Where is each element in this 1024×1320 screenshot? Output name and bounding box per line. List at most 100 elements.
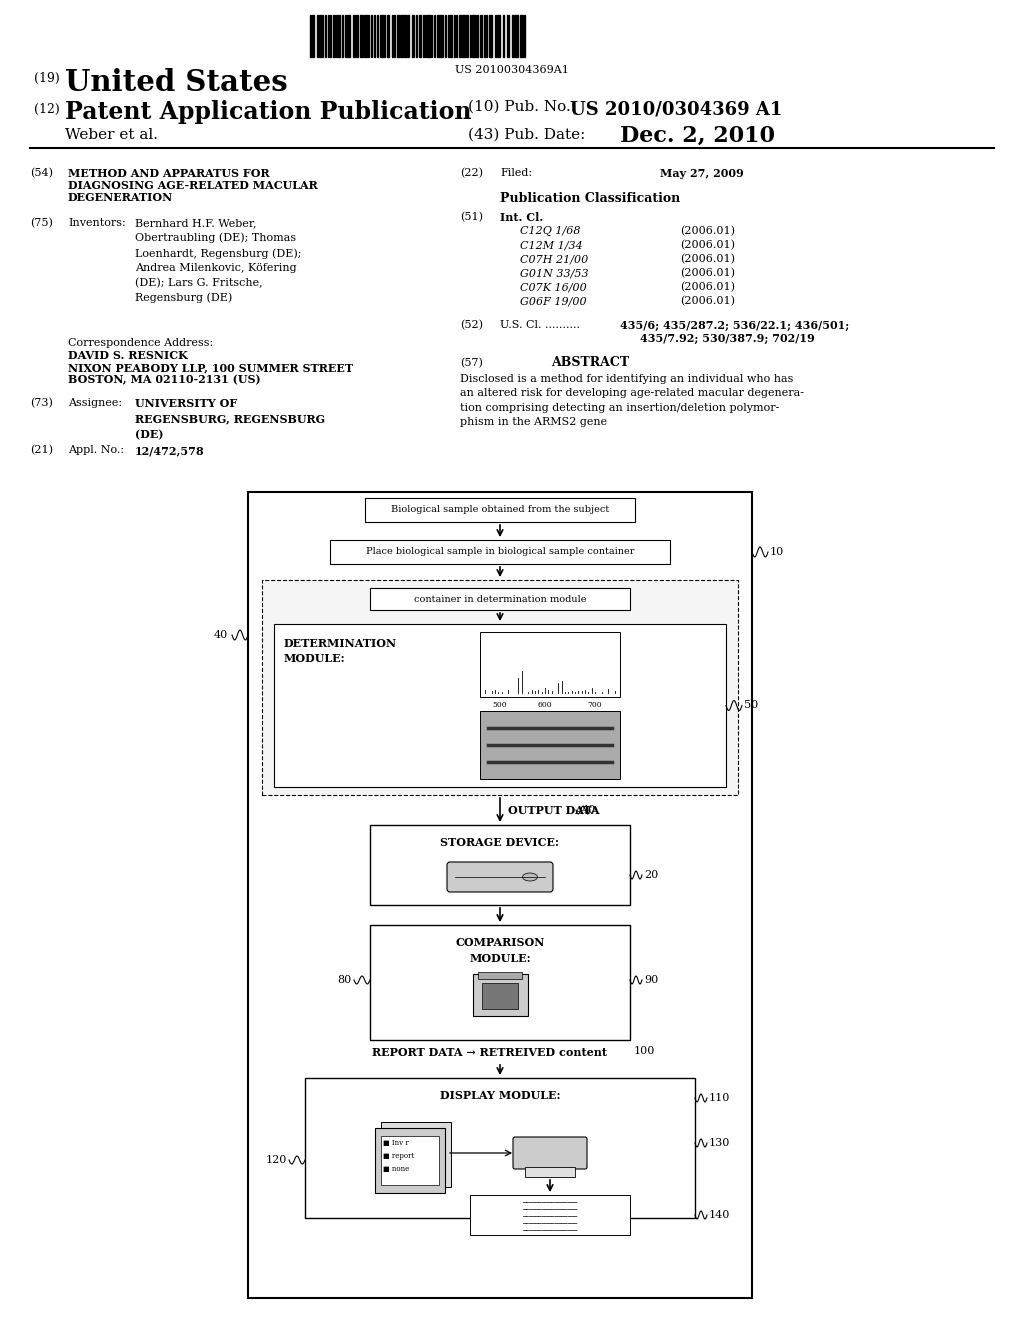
Bar <box>353 15 355 57</box>
Text: ─────────────────: ───────────────── <box>522 1229 578 1234</box>
Text: Weber et al.: Weber et al. <box>65 128 158 143</box>
Text: 130: 130 <box>709 1138 730 1148</box>
Bar <box>387 15 389 57</box>
Text: (12): (12) <box>34 103 59 116</box>
Text: Appl. No.:: Appl. No.: <box>68 445 124 455</box>
Text: (2006.01): (2006.01) <box>680 253 735 264</box>
Text: (2006.01): (2006.01) <box>680 282 735 292</box>
Text: NIXON PEABODY LLP, 100 SUMMER STREET: NIXON PEABODY LLP, 100 SUMMER STREET <box>68 362 353 374</box>
FancyBboxPatch shape <box>482 983 518 1008</box>
Bar <box>412 15 414 57</box>
Text: (21): (21) <box>30 445 53 455</box>
Text: 120: 120 <box>265 1155 287 1166</box>
Bar <box>330 540 670 564</box>
Text: (2006.01): (2006.01) <box>680 240 735 251</box>
Bar <box>459 15 461 57</box>
Bar <box>476 15 478 57</box>
Text: (43) Pub. Date:: (43) Pub. Date: <box>468 128 586 143</box>
Text: Inventors:: Inventors: <box>68 218 126 228</box>
Text: Correspondence Address:: Correspondence Address: <box>68 338 213 348</box>
Bar <box>380 15 383 57</box>
Bar <box>370 825 630 906</box>
Text: US 2010/0304369 A1: US 2010/0304369 A1 <box>570 100 782 117</box>
Bar <box>274 624 726 787</box>
Bar <box>262 579 738 795</box>
Text: ■ report: ■ report <box>383 1152 415 1160</box>
Text: Int. Cl.: Int. Cl. <box>500 213 544 223</box>
Text: Disclosed is a method for identifying an individual who has
an altered risk for : Disclosed is a method for identifying an… <box>460 374 804 428</box>
Text: 500: 500 <box>493 701 507 709</box>
Text: G06F 19/00: G06F 19/00 <box>520 296 587 306</box>
Text: Publication Classification: Publication Classification <box>500 191 680 205</box>
Text: 50: 50 <box>744 701 758 710</box>
Text: (51): (51) <box>460 213 483 222</box>
FancyBboxPatch shape <box>478 972 522 979</box>
Text: (73): (73) <box>30 399 53 408</box>
Bar <box>450 15 452 57</box>
Text: 435/6; 435/287.2; 536/22.1; 436/501;: 435/6; 435/287.2; 536/22.1; 436/501; <box>620 319 849 331</box>
Bar <box>347 15 350 57</box>
Text: DISPLAY MODULE:: DISPLAY MODULE: <box>439 1090 560 1101</box>
Text: (57): (57) <box>460 358 483 368</box>
Bar <box>427 15 430 57</box>
Bar <box>437 15 439 57</box>
Text: Bernhard H.F. Weber,
Obertraubling (DE); Thomas
Loenhardt, Regensburg (DE);
Andr: Bernhard H.F. Weber, Obertraubling (DE);… <box>135 218 301 304</box>
FancyBboxPatch shape <box>375 1127 445 1192</box>
Text: G01N 33/53: G01N 33/53 <box>520 268 589 279</box>
Text: Assignee:: Assignee: <box>68 399 122 408</box>
Text: METHOD AND APPARATUS FOR: METHOD AND APPARATUS FOR <box>68 168 269 180</box>
Bar <box>404 15 406 57</box>
Text: Patent Application Publication: Patent Application Publication <box>65 100 471 124</box>
Text: Biological sample obtained from the subject: Biological sample obtained from the subj… <box>391 506 609 515</box>
Bar <box>472 15 475 57</box>
Text: ─────────────────: ───────────────── <box>522 1222 578 1228</box>
Text: BOSTON, MA 02110-2131 (US): BOSTON, MA 02110-2131 (US) <box>68 374 261 385</box>
Text: 40: 40 <box>214 630 228 640</box>
Bar <box>338 15 340 57</box>
Bar <box>462 15 465 57</box>
FancyBboxPatch shape <box>381 1135 439 1184</box>
Text: 10: 10 <box>770 546 784 557</box>
Text: ─────────────────: ───────────────── <box>522 1214 578 1220</box>
Bar <box>319 15 321 57</box>
Text: ABSTRACT: ABSTRACT <box>551 356 629 370</box>
Text: C07H 21/00: C07H 21/00 <box>520 253 588 264</box>
Bar <box>370 925 630 1040</box>
Text: (10) Pub. No.:: (10) Pub. No.: <box>468 100 575 114</box>
Text: 40: 40 <box>582 805 596 814</box>
Text: COMPARISON
MODULE:: COMPARISON MODULE: <box>456 937 545 964</box>
Text: ─────────────────: ───────────────── <box>522 1201 578 1206</box>
Text: 100: 100 <box>634 1045 655 1056</box>
Text: (19): (19) <box>34 73 59 84</box>
Text: 140: 140 <box>709 1210 730 1220</box>
FancyBboxPatch shape <box>381 1122 451 1187</box>
Text: (54): (54) <box>30 168 53 178</box>
Text: DETERMINATION
MODULE:: DETERMINATION MODULE: <box>284 638 397 664</box>
Text: 90: 90 <box>644 975 658 985</box>
Bar <box>512 15 514 57</box>
Bar <box>515 15 518 57</box>
Bar <box>305 1078 695 1218</box>
Text: REPORT DATA → RETREIVED content: REPORT DATA → RETREIVED content <box>373 1047 607 1059</box>
Text: DAVID S. RESNICK: DAVID S. RESNICK <box>68 350 187 360</box>
Text: 700: 700 <box>588 701 602 709</box>
Bar <box>397 15 400 57</box>
Bar <box>466 15 468 57</box>
Text: 20: 20 <box>644 870 658 880</box>
Bar <box>440 15 443 57</box>
Text: ■ Inv r: ■ Inv r <box>383 1139 409 1147</box>
Ellipse shape <box>522 873 538 880</box>
Bar <box>480 711 620 779</box>
Text: Place biological sample in biological sample container: Place biological sample in biological sa… <box>366 548 634 557</box>
Bar <box>480 15 482 57</box>
Text: May 27, 2009: May 27, 2009 <box>660 168 743 180</box>
Text: (22): (22) <box>460 168 483 178</box>
Text: Dec. 2, 2010: Dec. 2, 2010 <box>620 125 775 147</box>
Bar <box>470 1195 630 1236</box>
FancyBboxPatch shape <box>525 1167 575 1177</box>
Text: C07K 16/00: C07K 16/00 <box>520 282 587 292</box>
Bar <box>401 15 403 57</box>
Text: C12Q 1/68: C12Q 1/68 <box>520 226 581 236</box>
Text: OUTPUT DATA: OUTPUT DATA <box>508 804 599 816</box>
Bar <box>356 15 358 57</box>
